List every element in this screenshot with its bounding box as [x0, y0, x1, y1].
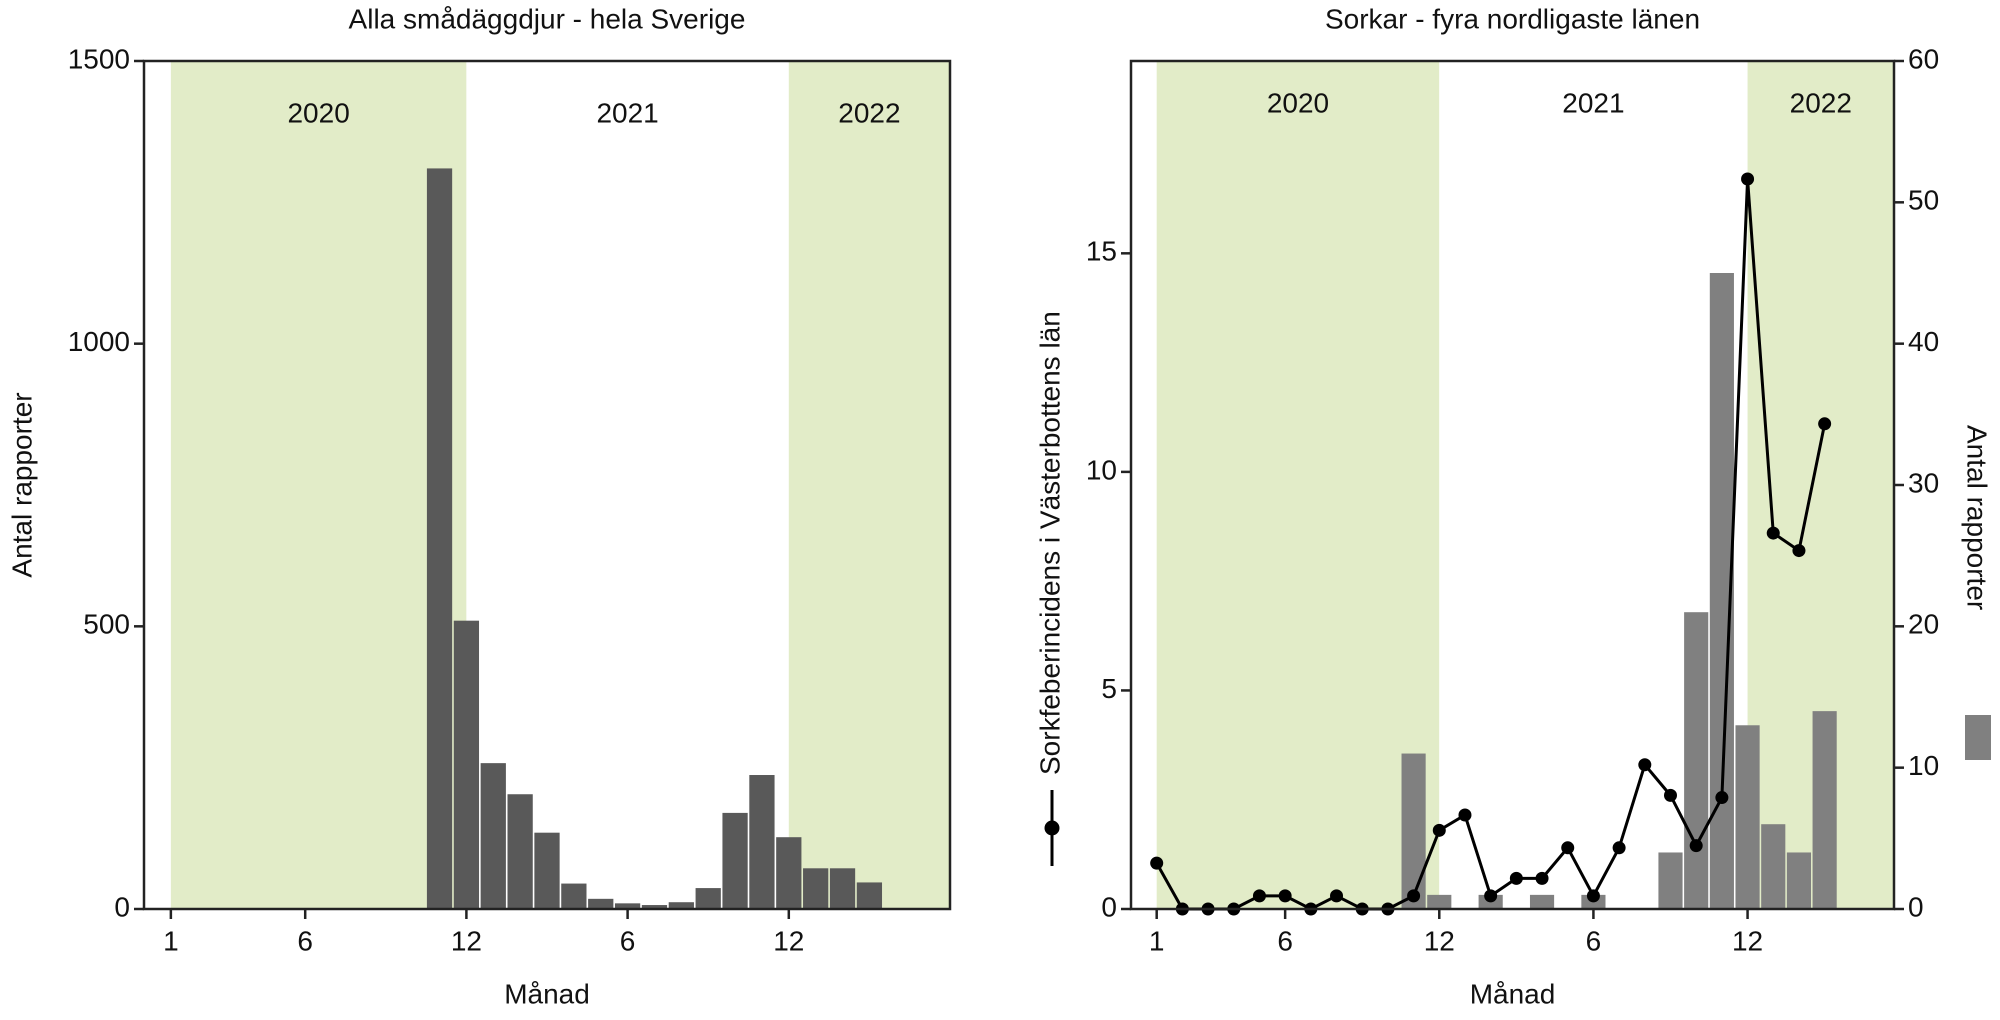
x-tick-label: 12: [451, 925, 482, 956]
plot-frame: [142, 59, 952, 911]
y2-tick-label: 10: [1908, 750, 1939, 781]
point: [1663, 788, 1677, 802]
point: [1586, 889, 1600, 903]
legend-swatch: [1965, 715, 1991, 760]
point: [1484, 889, 1498, 903]
y-axis-label: Sorkfeberincidens i Västerbottens län: [1034, 311, 1065, 775]
point: [1638, 758, 1652, 772]
point: [1432, 823, 1446, 837]
y-tick-label: 0: [114, 891, 130, 922]
bar: [1812, 711, 1837, 909]
chart-title: Alla smådäggdjur - hela Sverige: [349, 3, 746, 34]
y2-tick-label: 20: [1908, 609, 1939, 640]
period-label: 2020: [287, 97, 349, 128]
x-tick-label: 1: [1149, 925, 1165, 956]
bar: [453, 620, 480, 909]
x-tick-label: 6: [620, 925, 636, 956]
y-tick-label: 1500: [68, 43, 130, 74]
bar: [829, 868, 856, 909]
x-axis-label: Månad: [1470, 978, 1556, 1009]
bar: [588, 898, 614, 909]
point: [1278, 889, 1292, 903]
y2-tick-label: 0: [1908, 891, 1924, 922]
y-tick-label: 10: [1086, 454, 1117, 485]
point: [1509, 871, 1523, 885]
period-band: [466, 61, 789, 909]
period-band: [1156, 61, 1440, 909]
period-band: [170, 61, 467, 909]
bar: [1761, 824, 1786, 909]
x-tick-label: 12: [1732, 925, 1763, 956]
point: [1612, 841, 1626, 855]
point: [1458, 808, 1472, 822]
period-label: 2020: [1267, 87, 1329, 118]
bar: [426, 168, 453, 909]
period-label: 2021: [1562, 87, 1624, 118]
bar: [803, 868, 829, 909]
bar: [1529, 894, 1555, 909]
bar: [480, 763, 506, 909]
y2-tick-label: 30: [1908, 467, 1939, 498]
period-label: 2022: [838, 97, 900, 128]
bar: [534, 832, 560, 909]
x-tick-label: 12: [773, 925, 804, 956]
y-tick-label: 500: [83, 609, 130, 640]
bar: [695, 888, 721, 909]
y-tick-label: 15: [1086, 236, 1117, 267]
point: [1689, 839, 1703, 853]
chart-title: Sorkar - fyra nordligaste länen: [1325, 3, 1700, 34]
legend-item: Antal rapporter: [1962, 425, 1993, 760]
bar: [856, 882, 883, 909]
point: [1818, 417, 1832, 431]
bar: [1735, 725, 1760, 909]
bar: [1401, 753, 1426, 909]
point: [1561, 841, 1575, 855]
x-tick-label: 6: [297, 925, 313, 956]
period-label: 2021: [596, 97, 658, 128]
point: [1330, 889, 1344, 903]
bar: [722, 812, 748, 909]
x-axis-label: Månad: [504, 978, 590, 1009]
point: [1150, 856, 1164, 870]
y2-tick-label: 50: [1908, 185, 1939, 216]
bar: [1658, 852, 1683, 909]
bar: [1684, 612, 1709, 909]
point: [1407, 889, 1421, 903]
bar: [641, 905, 668, 909]
bar: [614, 903, 641, 909]
bar: [776, 837, 802, 909]
period-band: [788, 61, 950, 909]
legend-item: Sorkfeberincidens i Västerbottens län: [1034, 311, 1065, 866]
y-tick-label: 1000: [68, 326, 130, 357]
point: [1766, 526, 1780, 540]
legend-marker: [1044, 820, 1060, 836]
bar: [668, 902, 694, 909]
bar: [1786, 852, 1812, 909]
x-tick-label: 6: [1277, 925, 1293, 956]
y2-axis-label: Antal rapporter: [1962, 425, 1993, 610]
point: [1715, 791, 1729, 805]
y2-tick-label: 60: [1908, 43, 1939, 74]
y-tick-label: 5: [1101, 673, 1117, 704]
point: [1252, 889, 1266, 903]
x-tick-label: 6: [1586, 925, 1602, 956]
y-tick-label: 0: [1101, 891, 1117, 922]
point: [1741, 172, 1755, 186]
y-axis-label: Antal rapporter: [6, 392, 37, 577]
bar: [749, 775, 775, 909]
bar: [561, 883, 587, 909]
bar: [1427, 894, 1452, 909]
x-tick-label: 12: [1424, 925, 1455, 956]
bar: [507, 794, 533, 909]
y2-tick-label: 40: [1908, 326, 1939, 357]
period-label: 2022: [1790, 87, 1852, 118]
point: [1792, 544, 1806, 558]
point: [1535, 871, 1549, 885]
x-tick-label: 1: [163, 925, 179, 956]
